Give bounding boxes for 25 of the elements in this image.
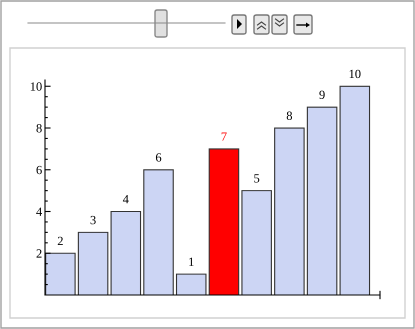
bar: [306, 106, 338, 295]
y-tick-label: 10: [30, 82, 42, 91]
y-tick-label: 8: [36, 124, 42, 132]
data-label: 7: [222, 132, 227, 141]
data-label: 8: [286, 111, 292, 120]
y-tick-label: 6: [36, 166, 42, 174]
bar: [78, 232, 108, 295]
bar: [274, 127, 305, 295]
bar: [176, 274, 207, 295]
data-label: 9: [319, 90, 325, 100]
data-label: 5: [254, 174, 260, 183]
data-label: 6: [156, 153, 162, 162]
bar: [110, 210, 142, 295]
bar: [340, 86, 370, 295]
bar: [143, 169, 174, 295]
data-label: 3: [90, 216, 96, 224]
data-label: 1: [189, 258, 194, 266]
data-label: 4: [122, 195, 129, 204]
y-tick-label: 4: [36, 208, 42, 216]
bar: [208, 148, 240, 295]
data-label: 10: [350, 70, 361, 78]
bar: [45, 252, 76, 295]
bar: [241, 190, 272, 295]
y-tick-label: 2: [36, 249, 42, 258]
data-label: 2: [58, 236, 63, 246]
